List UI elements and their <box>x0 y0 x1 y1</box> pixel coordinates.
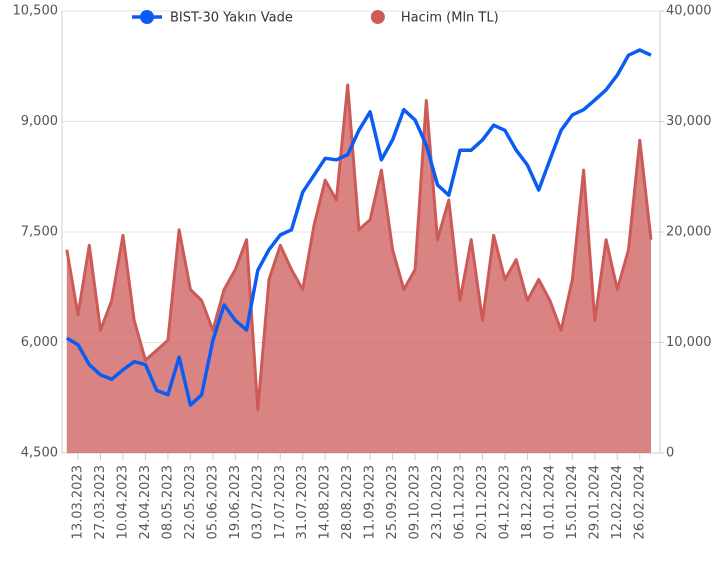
x-tick-label: 03.07.2023 <box>250 465 265 539</box>
x-tick-label: 18.12.2023 <box>520 465 535 539</box>
y-tick-label: 7,500 <box>21 225 58 240</box>
area-line <box>65 83 653 412</box>
x-tick-label: 25.09.2023 <box>385 465 400 539</box>
legend: BIST-30 Yakın Vade Hacim (Mln TL) <box>132 10 499 26</box>
y-tick-label: 10,500 <box>13 4 59 19</box>
x-tick-label: 09.10.2023 <box>408 465 423 539</box>
legend-marker <box>370 10 385 24</box>
line <box>65 48 652 407</box>
y2-tick-label: 20,000 <box>666 225 712 240</box>
x-tick-label: 26.02.2024 <box>632 465 647 539</box>
x-tick-label: 06.11.2023 <box>453 465 468 539</box>
x-tick-label: 27.03.2023 <box>93 465 108 539</box>
x-tick-label: 17.07.2023 <box>273 465 288 539</box>
x-tick-label: 15.01.2024 <box>565 465 580 539</box>
x-tick-label: 24.04.2023 <box>138 465 153 539</box>
x-tick-label: 10.04.2023 <box>115 465 130 539</box>
y-tick-label: 6,000 <box>21 335 58 350</box>
x-tick-label: 13.03.2023 <box>71 465 86 539</box>
x-tick-label: 23.10.2023 <box>430 465 445 539</box>
legend-marker <box>140 10 154 24</box>
y-tick-label: 9,000 <box>21 114 58 129</box>
y2-tick-label: 30,000 <box>666 114 712 129</box>
y2-tick-label: 40,000 <box>666 4 712 19</box>
x-tick-label: 05.06.2023 <box>205 465 220 539</box>
y2-tick-label: 0 <box>666 446 674 461</box>
x-tick-label: 20.11.2023 <box>475 465 490 539</box>
x-tick-label: 19.06.2023 <box>228 465 243 539</box>
x-tick-label: 29.01.2024 <box>587 465 602 539</box>
y-tick-label: 4,500 <box>21 446 58 461</box>
area <box>66 85 652 453</box>
x-tick-label: 28.08.2023 <box>340 465 355 539</box>
x-tick-label: 31.07.2023 <box>295 465 310 539</box>
legend-label: BIST-30 Yakın Vade <box>170 11 293 26</box>
x-tick-label: 04.12.2023 <box>497 465 512 539</box>
x-tick-label: 12.02.2024 <box>610 465 625 539</box>
x-tick-label: 22.05.2023 <box>183 465 198 539</box>
x-tick-label: 08.05.2023 <box>160 465 175 539</box>
y2-tick-label: 10,000 <box>666 335 712 350</box>
legend-label: Hacim (Mln TL) <box>401 11 499 26</box>
x-tick-label: 14.08.2023 <box>318 465 333 539</box>
x-tick-label: 01.01.2024 <box>542 465 557 539</box>
x-tick-label: 11.09.2023 <box>363 465 378 539</box>
